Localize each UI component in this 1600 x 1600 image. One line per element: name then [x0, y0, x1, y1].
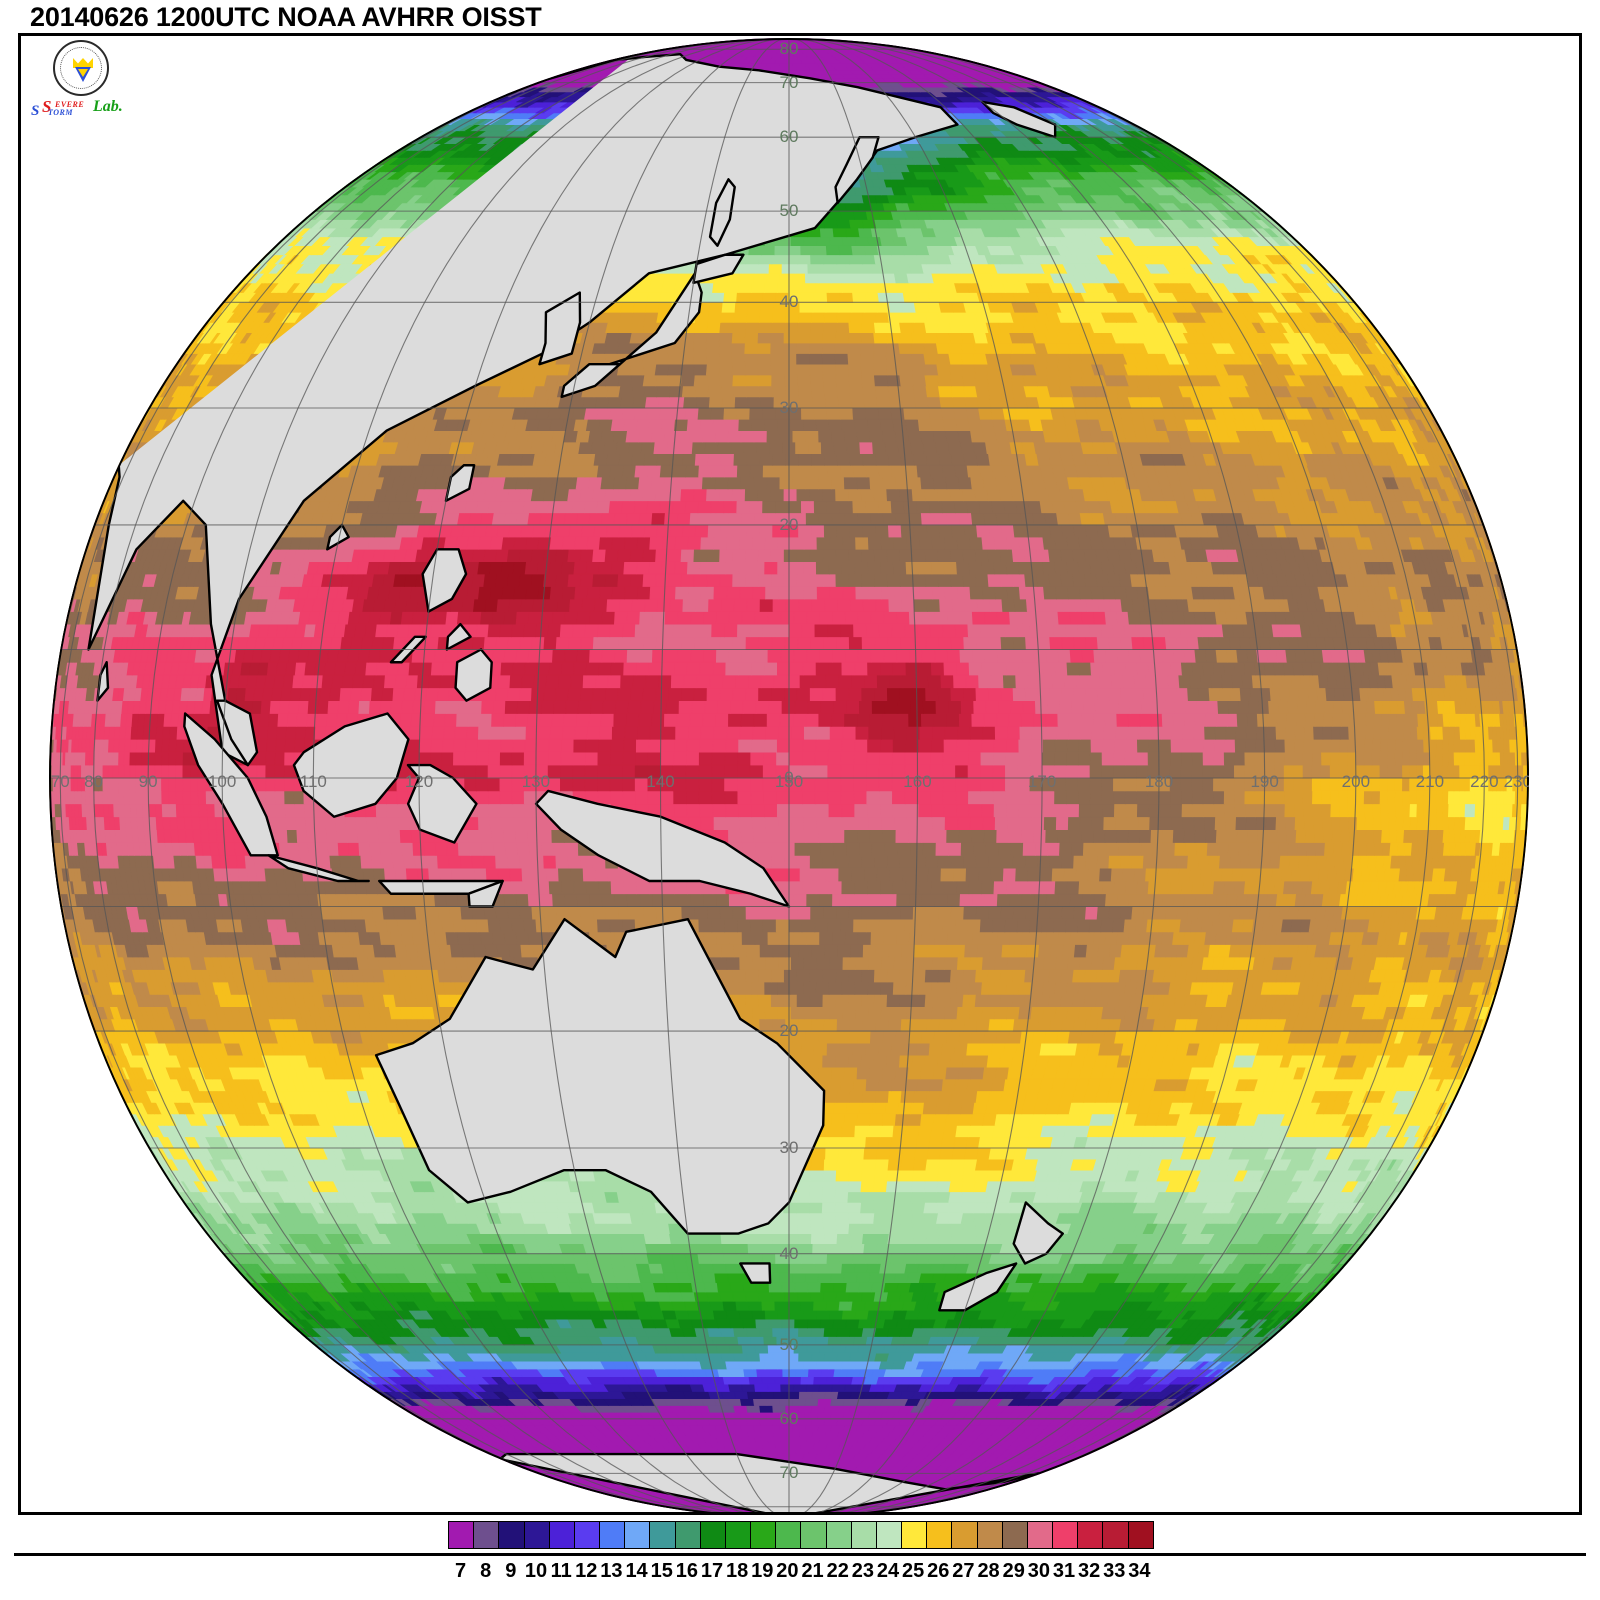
colorbar-swatch [499, 1522, 525, 1548]
colorbar-tick-label: 26 [927, 1560, 949, 1583]
colorbar-swatch [851, 1522, 877, 1548]
logo-s1: S [31, 103, 39, 120]
logo-wordmark: S S EVERE TORM Lab. [31, 96, 141, 120]
colorbar-swatch [625, 1522, 651, 1548]
severe-storm-lab-logo: S S EVERE TORM Lab. [31, 40, 141, 120]
colorbar-tick-label: 31 [1053, 1560, 1075, 1583]
colorbar-tick-label: 28 [977, 1560, 999, 1583]
colorbar-swatch [1053, 1522, 1079, 1548]
page-title: 20140626 1200UTC NOAA AVHRR OISST [30, 2, 542, 33]
colorbar-tick-label: 33 [1103, 1560, 1125, 1583]
colorbar-tick-label: 21 [801, 1560, 823, 1583]
colorbar-tick-label: 8 [480, 1560, 491, 1583]
logo-lab: Lab. [93, 98, 123, 116]
colorbar-tick-label: 7 [455, 1560, 466, 1583]
colorbar-swatch [927, 1522, 953, 1548]
colorbar-swatch [675, 1522, 701, 1548]
colorbar-tick-label: 30 [1028, 1560, 1050, 1583]
colorbar-labels: 7 8 9 10 11 12 13 14 15 16 17 18 19 20 21 22 23 24 25 26 27 2… [448, 1560, 1152, 1590]
colorbar-tick-label: 17 [701, 1560, 723, 1583]
colorbar-tick-label: 14 [625, 1560, 647, 1583]
colorbar-swatch [600, 1522, 626, 1548]
colorbar-tick-label: 34 [1128, 1560, 1150, 1583]
colorbar-swatch [574, 1522, 601, 1548]
colorbar-swatch [549, 1522, 575, 1548]
seal-icon [53, 40, 109, 96]
colorbar-tick-label: 11 [551, 1560, 572, 1583]
colorbar-tick-label: 27 [952, 1560, 974, 1583]
logo-severe: EVERE [55, 100, 84, 109]
colorbar-tick-label: 25 [902, 1560, 924, 1583]
colorbar-tick-label: 18 [726, 1560, 748, 1583]
colorbar-swatch [776, 1522, 802, 1548]
colorbar-swatch [876, 1522, 903, 1548]
colorbar-swatch [1078, 1522, 1104, 1548]
colorbar-tick-label: 12 [575, 1560, 597, 1583]
colorbar-tick-label: 10 [525, 1560, 547, 1583]
colorbar-swatch [977, 1522, 1003, 1548]
globe-svg [49, 38, 1529, 1512]
colorbar-tick-label: 32 [1078, 1560, 1100, 1583]
colorbar-swatch [474, 1522, 500, 1548]
colorbar-baseline [14, 1553, 1586, 1556]
colorbar-tick-label: 9 [505, 1560, 516, 1583]
colorbar-tick-label: 16 [676, 1560, 698, 1583]
colorbar-swatch [801, 1522, 827, 1548]
colorbar-swatch [1002, 1522, 1028, 1548]
colorbar-swatch [1027, 1522, 1054, 1548]
colorbar-tick-label: 13 [600, 1560, 622, 1583]
colorbar-swatch [524, 1522, 550, 1548]
map-frame: S S EVERE TORM Lab. 70 80 90 100 110 120 130 14… [18, 33, 1582, 1515]
sst-globe-map: 70 80 90 100 110 120 130 140 150 160 170 180 190 200 2… [49, 38, 1529, 1512]
colorbar-swatch [751, 1522, 777, 1548]
colorbar-tick-label: 24 [877, 1560, 899, 1583]
colorbar-tick-label: 20 [776, 1560, 798, 1583]
logo-storm: TORM [48, 108, 73, 117]
logo-s2: S [42, 97, 51, 117]
colorbar-swatch [826, 1522, 852, 1548]
colorbar-swatch [700, 1522, 726, 1548]
colorbar-tick-label: 29 [1003, 1560, 1025, 1583]
colorbar-swatch [650, 1522, 676, 1548]
colorbar-swatch [449, 1522, 475, 1548]
colorbar-swatch [1103, 1522, 1129, 1548]
colorbar-swatch [725, 1522, 752, 1548]
colorbar-swatch [902, 1522, 928, 1548]
colorbar-tick-label: 22 [827, 1560, 849, 1583]
globe-container: 70 80 90 100 110 120 130 140 150 160 170 180 190 200 2… [21, 36, 1579, 1512]
colorbar-tick-label: 15 [651, 1560, 673, 1583]
colorbar [448, 1521, 1154, 1549]
colorbar-swatch [952, 1522, 978, 1548]
colorbar-swatch [1128, 1522, 1153, 1548]
colorbar-tick-label: 23 [852, 1560, 874, 1583]
colorbar-tick-label: 19 [751, 1560, 773, 1583]
